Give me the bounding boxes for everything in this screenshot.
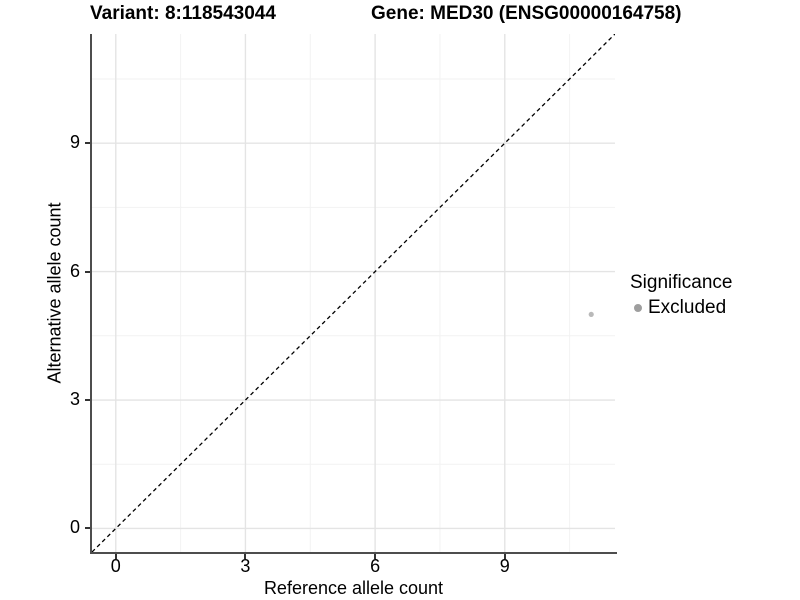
y-tick-label: 9 <box>69 132 80 153</box>
y-tick-label: 6 <box>69 260 80 281</box>
plot-title-gene: Gene: MED30 (ENSG00000164758) <box>371 3 682 24</box>
plot-title-variant: Variant: 8:118543044 <box>90 3 276 24</box>
identity-line <box>92 34 615 552</box>
x-tick-mark <box>114 554 117 559</box>
y-tick-mark <box>85 527 90 530</box>
x-tick-mark <box>244 554 247 559</box>
y-axis-line <box>90 34 92 554</box>
x-tick-label: 6 <box>370 556 381 576</box>
legend-item-label: Excluded <box>648 297 727 318</box>
x-tick-mark <box>503 554 506 559</box>
y-tick-mark <box>85 142 90 145</box>
x-tick-label: 0 <box>110 556 121 576</box>
plot-canvas <box>92 34 615 552</box>
y-tick-mark <box>85 399 90 402</box>
x-tick-label: 3 <box>240 556 251 576</box>
y-tick-label: 0 <box>69 517 80 538</box>
legend-item-excluded: Excluded <box>630 297 732 319</box>
legend-point-icon <box>634 304 642 312</box>
x-tick-label: 9 <box>499 556 510 576</box>
data-point <box>588 311 594 318</box>
legend: Significance Excluded <box>630 272 732 319</box>
y-axis-title: Alternative allele count <box>44 202 65 384</box>
legend-title: Significance <box>630 272 733 293</box>
y-tick-mark <box>85 270 90 273</box>
x-axis-line <box>90 552 617 554</box>
plot-panel <box>92 34 615 552</box>
x-tick-mark <box>374 554 377 559</box>
y-tick-label: 3 <box>69 389 80 410</box>
x-axis-title: Reference allele count <box>263 578 444 598</box>
